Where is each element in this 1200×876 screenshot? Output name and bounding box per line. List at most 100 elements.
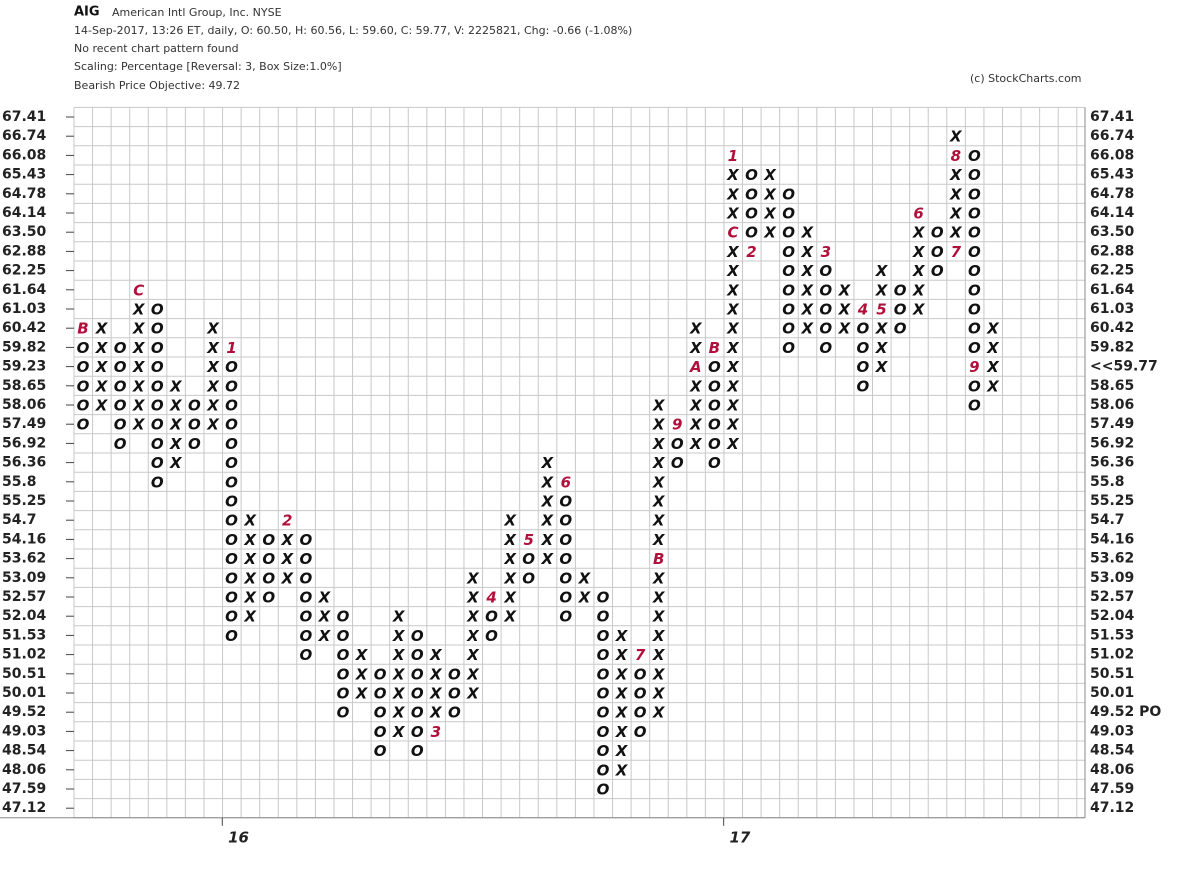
box: X <box>95 358 109 376</box>
box: O <box>448 665 461 683</box>
y-tick-label: 48.06 <box>2 762 46 778</box>
box: O <box>931 224 944 242</box>
box: O <box>485 627 498 645</box>
box: X <box>652 608 666 626</box>
box: O <box>597 589 610 607</box>
box: X <box>689 435 703 453</box>
box: X <box>652 569 666 587</box>
month-marker: 3 <box>821 243 831 261</box>
box: X <box>615 646 629 664</box>
y-tick-label: 49.03 <box>2 723 46 739</box>
box: O <box>559 512 572 530</box>
box: O <box>77 339 90 357</box>
box: O <box>411 742 424 760</box>
box: X <box>986 358 1000 376</box>
box: X <box>206 358 220 376</box>
y-tick-label-right: 53.62 <box>1090 551 1134 567</box>
y-tick-label: 53.09 <box>2 570 46 586</box>
box: X <box>540 493 554 511</box>
box: X <box>540 473 554 491</box>
y-tick-label-right: 52.57 <box>1090 589 1134 605</box>
month-marker: 7 <box>635 646 646 664</box>
box: X <box>763 185 777 203</box>
y-tick-label-right: 65.43 <box>1090 167 1134 183</box>
y-tick-label-right: 58.06 <box>1090 397 1134 413</box>
box: O <box>225 454 238 472</box>
box: X <box>392 665 406 683</box>
box: X <box>726 435 740 453</box>
box: O <box>337 608 350 626</box>
x-year-label: 17 <box>730 828 751 846</box>
box: X <box>615 685 629 703</box>
box: X <box>132 301 146 319</box>
box: O <box>411 723 424 741</box>
box: X <box>763 166 777 184</box>
box: X <box>986 377 1000 395</box>
box: O <box>782 243 795 261</box>
y-tick-label: 55.25 <box>2 493 46 509</box>
y-tick-label-right: 50.51 <box>1090 666 1134 682</box>
box: X <box>726 416 740 434</box>
y-tick-label: 52.04 <box>2 608 47 624</box>
y-tick-label: 58.65 <box>2 378 46 394</box>
y-tick-label-right: 51.02 <box>1090 647 1134 663</box>
box: O <box>151 301 164 319</box>
box: O <box>225 435 238 453</box>
box: X <box>949 166 963 184</box>
month-marker: C <box>727 224 738 242</box>
month-marker: B <box>77 320 88 338</box>
box: X <box>429 665 443 683</box>
box: X <box>949 205 963 223</box>
y-tick-label-right: 48.54 <box>1090 743 1135 759</box>
box: X <box>912 243 926 261</box>
box: O <box>819 262 832 280</box>
box: O <box>225 569 238 587</box>
box: X <box>466 665 480 683</box>
y-tick-label: 54.16 <box>2 531 46 547</box>
box: O <box>819 320 832 338</box>
box: X <box>392 608 406 626</box>
box: O <box>597 646 610 664</box>
box: O <box>745 205 758 223</box>
box: O <box>671 454 684 472</box>
box: O <box>225 493 238 511</box>
box: O <box>77 397 90 415</box>
box: O <box>151 416 164 434</box>
box: X <box>169 416 183 434</box>
y-tick-label: 61.03 <box>2 301 46 317</box>
box: X <box>986 320 1000 338</box>
box: O <box>597 742 610 760</box>
box: O <box>968 320 981 338</box>
box: O <box>597 608 610 626</box>
y-tick-label-right: 67.41 <box>1090 109 1134 125</box>
box: X <box>726 185 740 203</box>
box: X <box>503 569 517 587</box>
box: X <box>652 473 666 491</box>
box: O <box>968 185 981 203</box>
box: O <box>559 550 572 568</box>
y-tick-label: 62.88 <box>2 243 46 259</box>
box: O <box>299 589 312 607</box>
box: X <box>726 339 740 357</box>
y-tick-label-right: 48.06 <box>1090 762 1134 778</box>
box: X <box>206 397 220 415</box>
month-marker: 2 <box>282 512 292 530</box>
box: O <box>188 416 201 434</box>
box: O <box>114 358 127 376</box>
y-tick-label: 54.7 <box>2 512 37 528</box>
credit: (c) StockCharts.com <box>970 72 1082 85</box>
box: O <box>225 512 238 530</box>
y-tick-label: 58.06 <box>2 397 46 413</box>
box: X <box>800 301 814 319</box>
company: American Intl Group, Inc. NYSE <box>112 6 282 19</box>
box: O <box>448 685 461 703</box>
box: X <box>578 569 592 587</box>
y-tick-label: 48.54 <box>2 743 47 759</box>
y-tick-label-right: 59.82 <box>1090 339 1134 355</box>
box: X <box>838 281 852 299</box>
box: X <box>689 339 703 357</box>
y-tick-label: 47.12 <box>2 800 46 816</box>
box: X <box>392 627 406 645</box>
box: X <box>763 224 777 242</box>
y-tick-label-right: 53.09 <box>1090 570 1134 586</box>
